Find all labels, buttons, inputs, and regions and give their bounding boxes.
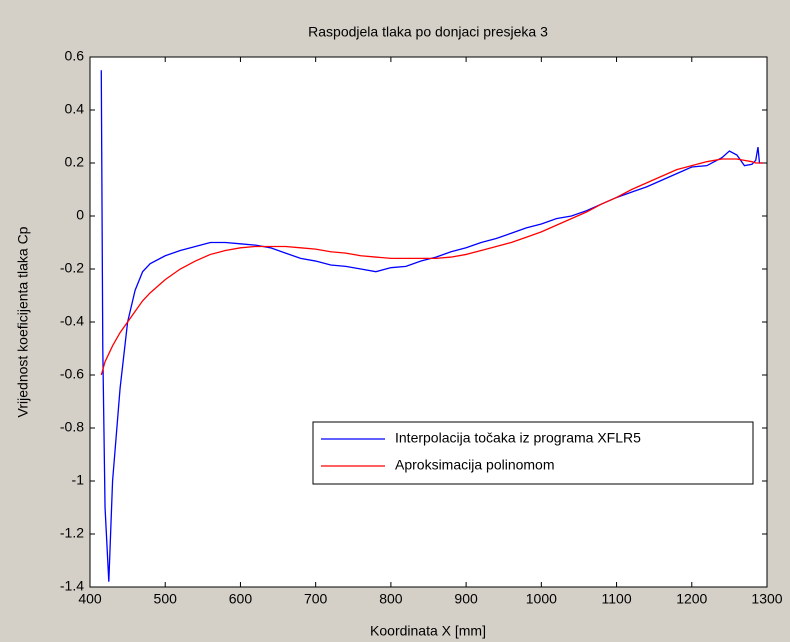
- series-line: [100, 70, 764, 582]
- x-tick-label: 1100: [602, 591, 632, 607]
- y-tick-label: -1: [72, 472, 85, 488]
- x-tick-label: 900: [454, 591, 478, 607]
- x-tick-label: 400: [78, 591, 102, 607]
- y-tick-label: -1.4: [60, 578, 84, 594]
- x-tick-label: 1000: [526, 591, 557, 607]
- x-axis-label: Koordinata X [mm]: [370, 623, 486, 639]
- legend-box: [312, 421, 754, 485]
- y-tick-label: 0.2: [65, 154, 85, 170]
- y-tick-label: -0.8: [60, 419, 84, 435]
- y-tick-label: -0.4: [60, 313, 84, 329]
- y-axis-label: Vrijednost koeficijenta tlaka Cp: [15, 226, 31, 417]
- chart-title: Raspodjela tlaka po donjaci presjeka 3: [308, 24, 548, 40]
- legend-label: Aproksimacija polinomom: [395, 457, 555, 473]
- x-tick-label: 700: [304, 591, 328, 607]
- x-tick-label: 800: [379, 591, 403, 607]
- y-tick-label: -0.2: [60, 260, 84, 276]
- legend-label: Interpolacija točaka iz programa XFLR5: [395, 430, 641, 446]
- x-tick-label: 1300: [751, 591, 782, 607]
- plot-area: [89, 56, 768, 588]
- y-tick-label: -1.2: [60, 525, 84, 541]
- x-tick-label: 500: [154, 591, 178, 607]
- x-tick-label: 600: [229, 591, 253, 607]
- x-tick-label: 1200: [676, 591, 707, 607]
- y-tick-label: 0.6: [65, 48, 85, 64]
- y-tick-label: -0.6: [60, 366, 84, 382]
- series-line: [100, 158, 764, 376]
- y-tick-label: 0.4: [65, 101, 85, 117]
- y-tick-label: 0: [76, 207, 84, 223]
